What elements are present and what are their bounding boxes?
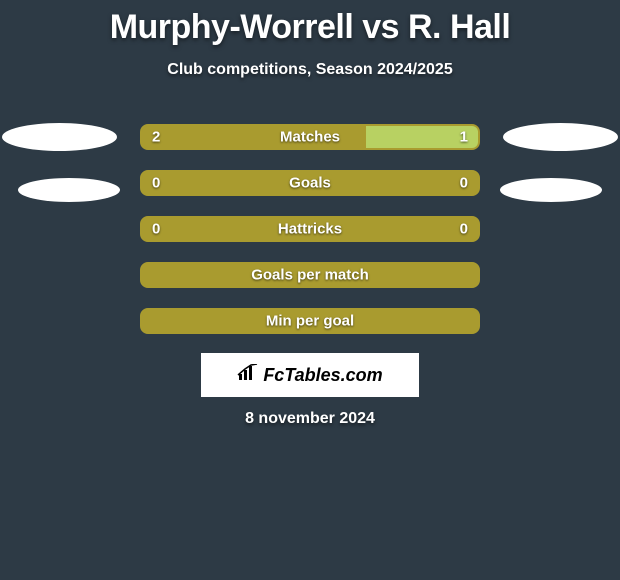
stat-value-left: 2	[152, 129, 160, 146]
stat-row-matches: 2 Matches 1	[140, 124, 480, 150]
stat-value-left: 0	[152, 221, 160, 238]
stat-row-min-per-goal: Min per goal	[140, 308, 480, 334]
footer-date: 8 november 2024	[245, 410, 375, 428]
stat-row-hattricks: 0 Hattricks 0	[140, 216, 480, 242]
stat-row-goals-per-match: Goals per match	[140, 262, 480, 288]
logo-label: FcTables.com	[263, 365, 382, 386]
player-left-oval-1	[2, 123, 117, 151]
player-left-oval-2	[18, 178, 120, 202]
stat-row-goals: 0 Goals 0	[140, 170, 480, 196]
stats-container: 2 Matches 1 0 Goals 0 0 Hattricks 0 Goal…	[140, 124, 480, 354]
player-right-oval-2	[500, 178, 602, 202]
comparison-title: Murphy-Worrell vs R. Hall	[0, 0, 620, 47]
chart-icon	[237, 364, 259, 387]
comparison-subtitle: Club competitions, Season 2024/2025	[0, 61, 620, 79]
stat-value-right: 1	[460, 129, 468, 146]
logo-box: FcTables.com	[201, 353, 419, 397]
stat-label: Min per goal	[266, 313, 354, 330]
player-right-oval-1	[503, 123, 618, 151]
stat-label: Goals per match	[251, 267, 369, 284]
logo-text: FcTables.com	[237, 364, 382, 387]
stat-value-right: 0	[460, 221, 468, 238]
stat-label: Matches	[280, 129, 340, 146]
stat-value-left: 0	[152, 175, 160, 192]
stat-value-right: 0	[460, 175, 468, 192]
stat-label: Goals	[289, 175, 331, 192]
stat-label: Hattricks	[278, 221, 342, 238]
